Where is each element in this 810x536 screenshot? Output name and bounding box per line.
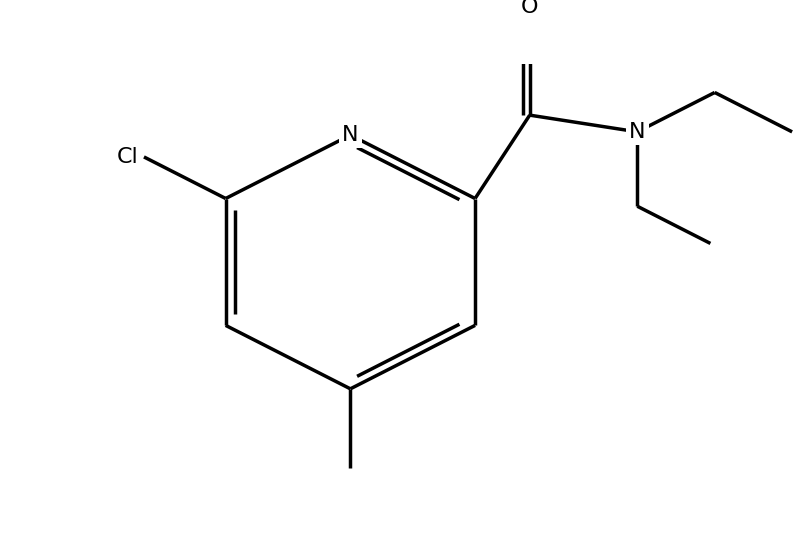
Text: O: O [521,0,539,17]
Text: Cl: Cl [117,147,139,167]
Text: N: N [342,125,359,145]
Text: N: N [629,122,646,142]
